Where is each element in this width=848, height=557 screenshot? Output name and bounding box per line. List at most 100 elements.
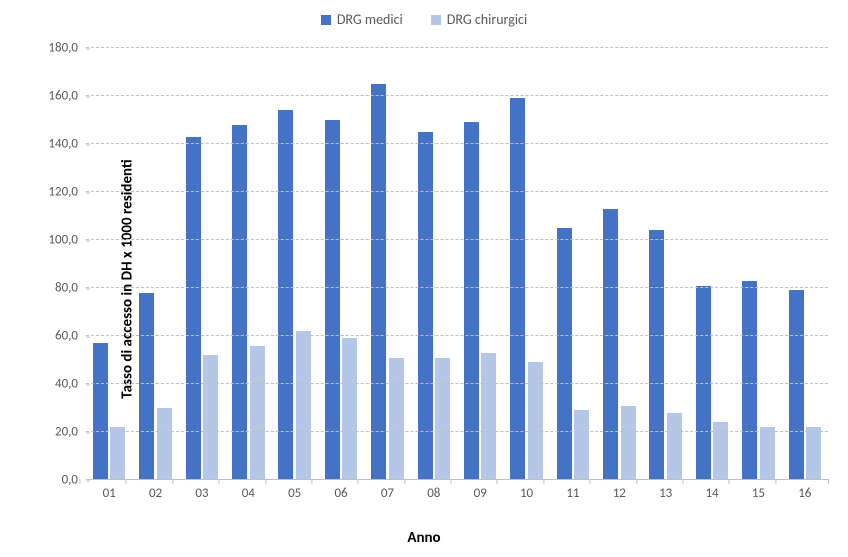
y-tick: 40,0: [55, 377, 86, 392]
legend-label: DRG medici: [337, 11, 403, 28]
x-tick-label: 12: [613, 486, 626, 501]
bar-group: [643, 48, 689, 480]
bar-group: [132, 48, 178, 480]
x-tick-label: 06: [334, 486, 347, 501]
bar-group: [596, 48, 642, 480]
x-tick: 13: [659, 480, 672, 501]
bar-group: [272, 48, 318, 480]
legend-label: DRG chirurgici: [447, 11, 527, 28]
x-tick-label: 15: [752, 486, 765, 501]
y-tick: 60,0: [55, 329, 86, 344]
bar: [157, 408, 172, 480]
legend-swatch: [431, 15, 441, 25]
grid-line: [86, 239, 828, 240]
x-tick-label: 04: [242, 486, 255, 501]
bar: [342, 338, 357, 480]
x-tick: 07: [381, 480, 394, 501]
y-tick-label: 60,0: [55, 329, 78, 344]
bar: [186, 137, 201, 480]
chart-container: DRG mediciDRG chirurgici Tasso di access…: [0, 0, 848, 557]
x-tick: 02: [149, 480, 162, 501]
y-tick-label: 180,0: [48, 41, 78, 56]
bar: [574, 410, 589, 480]
x-tick-label: 05: [288, 486, 301, 501]
legend-swatch: [321, 15, 331, 25]
x-tick: 09: [474, 480, 487, 501]
bar: [418, 132, 433, 480]
bar-group: [689, 48, 735, 480]
bar: [621, 406, 636, 480]
bar-group: [225, 48, 271, 480]
y-tick-label: 80,0: [55, 281, 78, 296]
y-tick-label: 100,0: [48, 233, 78, 248]
x-tick-label: 13: [659, 486, 672, 501]
x-tick-label: 14: [705, 486, 718, 501]
bar: [528, 362, 543, 480]
bar-group: [782, 48, 828, 480]
x-tick-label: 03: [195, 486, 208, 501]
x-tick: 05: [288, 480, 301, 501]
grid-line: [86, 95, 828, 96]
bar: [232, 125, 247, 480]
x-tick: 14: [705, 480, 718, 501]
y-tick: 120,0: [48, 185, 86, 200]
x-tick: 04: [242, 480, 255, 501]
y-tick: 180,0: [48, 41, 86, 56]
bar: [139, 293, 154, 480]
x-tick-label: 09: [474, 486, 487, 501]
bar: [806, 427, 821, 480]
x-tick-label: 01: [103, 486, 116, 501]
x-axis-label: Anno: [0, 529, 848, 547]
y-tick-label: 120,0: [48, 185, 78, 200]
bar: [278, 110, 293, 480]
bar: [250, 346, 265, 480]
legend: DRG medici DRG chirurgici: [0, 10, 848, 28]
bar: [510, 98, 525, 480]
bar-group: [411, 48, 457, 480]
bar-group: [318, 48, 364, 480]
x-tick: 06: [334, 480, 347, 501]
bar: [296, 331, 311, 480]
bar: [389, 358, 404, 480]
bar: [481, 353, 496, 480]
bar: [325, 120, 340, 480]
bar-group: [457, 48, 503, 480]
grid-line: [86, 47, 828, 48]
y-tick: 100,0: [48, 233, 86, 248]
y-tick: 160,0: [48, 89, 86, 104]
bar: [93, 343, 108, 480]
grid-line: [86, 335, 828, 336]
bar: [464, 122, 479, 480]
bar: [789, 290, 804, 480]
bar-group: [550, 48, 596, 480]
bar-group: [735, 48, 781, 480]
bars-layer: [86, 48, 828, 480]
grid-line: [86, 191, 828, 192]
y-tick-label: 20,0: [55, 425, 78, 440]
grid-line: [86, 287, 828, 288]
x-tick: 11: [566, 480, 579, 501]
x-tick: 15: [752, 480, 765, 501]
y-tick: 20,0: [55, 425, 86, 440]
y-tick-label: 140,0: [48, 137, 78, 152]
bar: [203, 355, 218, 480]
x-tick: 10: [520, 480, 533, 501]
plot-area: 0,020,040,060,080,0100,0120,0140,0160,01…: [86, 48, 828, 480]
x-tick-label: 16: [798, 486, 811, 501]
bar: [649, 230, 664, 480]
bar: [667, 413, 682, 480]
x-tick-label: 02: [149, 486, 162, 501]
grid-line: [86, 143, 828, 144]
y-tick: 0,0: [62, 473, 86, 488]
x-tick: 08: [427, 480, 440, 501]
x-tick-label: 10: [520, 486, 533, 501]
x-tick: 03: [195, 480, 208, 501]
bar: [557, 228, 572, 480]
y-tick-label: 40,0: [55, 377, 78, 392]
grid-line: [86, 383, 828, 384]
bar-group: [86, 48, 132, 480]
legend-item: DRG chirurgici: [431, 10, 527, 28]
bar: [435, 358, 450, 480]
x-tick: 16: [798, 480, 811, 501]
y-tick: 80,0: [55, 281, 86, 296]
